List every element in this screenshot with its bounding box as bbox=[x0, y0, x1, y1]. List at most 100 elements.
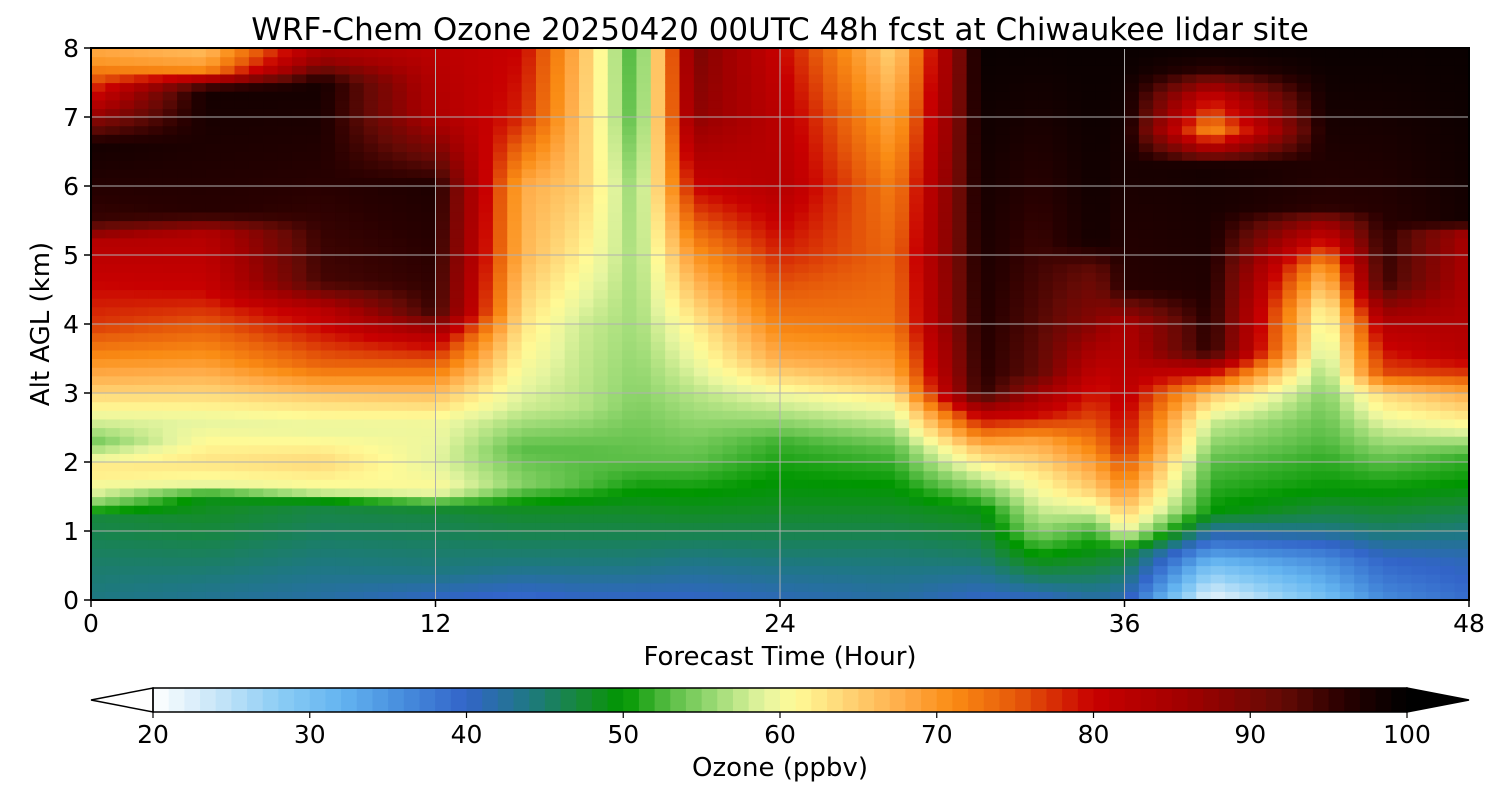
heatmap-cell bbox=[277, 401, 293, 411]
heatmap-cell bbox=[263, 574, 279, 584]
heatmap-cell bbox=[535, 531, 551, 541]
heatmap-cell bbox=[435, 160, 451, 170]
heatmap-cell bbox=[550, 367, 566, 377]
heatmap-cell bbox=[693, 531, 709, 541]
heatmap-cell bbox=[650, 358, 666, 368]
heatmap-cell bbox=[937, 108, 953, 118]
heatmap-cell bbox=[134, 453, 150, 463]
heatmap-cell bbox=[564, 582, 580, 592]
heatmap-cell bbox=[937, 548, 953, 558]
heatmap-cell bbox=[1153, 531, 1169, 541]
heatmap-cell bbox=[550, 496, 566, 506]
heatmap-cell bbox=[952, 315, 968, 325]
heatmap-cell bbox=[406, 513, 422, 523]
heatmap-cell bbox=[1009, 73, 1025, 84]
heatmap-cell bbox=[937, 332, 953, 342]
heatmap-cell bbox=[1153, 125, 1169, 135]
heatmap-cell bbox=[751, 117, 767, 127]
heatmap-cell bbox=[736, 99, 752, 109]
heatmap-cell bbox=[263, 142, 279, 153]
heatmap-cell bbox=[622, 73, 638, 84]
heatmap-cell bbox=[1124, 263, 1140, 273]
heatmap-cell bbox=[277, 48, 293, 58]
heatmap-cell bbox=[1124, 496, 1140, 506]
heatmap-cell bbox=[564, 591, 580, 600]
heatmap-cell bbox=[679, 401, 695, 411]
heatmap-cell bbox=[952, 410, 968, 420]
heatmap-cell bbox=[492, 48, 508, 58]
heatmap-cell bbox=[650, 117, 666, 127]
heatmap-cell bbox=[966, 134, 982, 144]
heatmap-cell bbox=[1081, 410, 1097, 420]
heatmap-cell bbox=[837, 56, 853, 66]
heatmap-cell bbox=[1124, 237, 1140, 247]
heatmap-cell bbox=[851, 315, 867, 325]
heatmap-cell bbox=[1196, 56, 1212, 66]
heatmap-cell bbox=[464, 418, 480, 429]
heatmap-cell bbox=[1095, 73, 1111, 84]
heatmap-cell bbox=[435, 496, 451, 506]
heatmap-cell bbox=[765, 134, 781, 144]
heatmap-cell bbox=[91, 531, 106, 541]
heatmap-cell bbox=[808, 505, 824, 515]
heatmap-cell bbox=[507, 56, 523, 66]
heatmap-cell bbox=[593, 117, 609, 127]
heatmap-cell bbox=[607, 211, 623, 222]
heatmap-cell bbox=[1196, 298, 1212, 308]
heatmap-cell bbox=[622, 487, 638, 498]
heatmap-cell bbox=[234, 134, 250, 144]
heatmap-cell bbox=[535, 548, 551, 558]
heatmap-cell bbox=[1181, 151, 1197, 161]
heatmap-cell bbox=[952, 393, 968, 403]
heatmap-cell bbox=[550, 73, 566, 84]
heatmap-cell bbox=[607, 582, 623, 592]
heatmap-cell bbox=[1052, 401, 1068, 411]
heatmap-cell bbox=[162, 505, 178, 515]
heatmap-cell bbox=[378, 332, 394, 342]
heatmap-cell bbox=[435, 134, 451, 144]
heatmap-cell bbox=[765, 522, 781, 532]
heatmap-cell bbox=[1067, 393, 1083, 403]
heatmap-cell bbox=[708, 82, 724, 92]
heatmap-cell bbox=[1110, 367, 1126, 377]
heatmap-cell bbox=[866, 108, 882, 118]
heatmap-cell bbox=[1038, 56, 1054, 66]
heatmap-cell bbox=[722, 591, 738, 600]
heatmap-cell bbox=[579, 306, 594, 316]
heatmap-cell bbox=[177, 151, 193, 161]
heatmap-cell bbox=[535, 470, 551, 480]
heatmap-cell bbox=[406, 315, 422, 325]
heatmap-cell bbox=[1138, 48, 1154, 58]
heatmap-cell bbox=[679, 427, 695, 437]
heatmap-cell bbox=[1124, 453, 1140, 463]
heatmap-cell bbox=[306, 410, 322, 420]
heatmap-cell bbox=[1138, 453, 1154, 463]
heatmap-cell bbox=[937, 125, 953, 135]
heatmap-cell bbox=[205, 108, 221, 118]
heatmap-cell bbox=[866, 65, 882, 75]
heatmap-cell bbox=[320, 427, 336, 437]
heatmap-cell bbox=[952, 539, 968, 549]
heatmap-cell bbox=[1138, 151, 1154, 161]
heatmap-cell bbox=[1009, 436, 1025, 446]
heatmap-cell bbox=[1009, 280, 1025, 291]
heatmap-cell bbox=[1110, 556, 1126, 567]
heatmap-cell bbox=[980, 548, 996, 558]
heatmap-cell bbox=[1067, 255, 1083, 265]
heatmap-cell bbox=[1124, 479, 1140, 489]
heatmap-cell bbox=[162, 194, 178, 204]
heatmap-cell bbox=[449, 211, 465, 222]
heatmap-cell bbox=[248, 203, 264, 213]
heatmap-cell bbox=[363, 255, 379, 265]
heatmap-cell bbox=[1167, 272, 1183, 282]
heatmap-cell bbox=[435, 349, 451, 360]
heatmap-cell bbox=[91, 505, 106, 515]
heatmap-cell bbox=[780, 513, 795, 523]
heatmap-cell bbox=[134, 505, 150, 515]
heatmap-cell bbox=[980, 332, 996, 342]
heatmap-cell bbox=[291, 99, 307, 109]
heatmap-cell bbox=[478, 591, 494, 600]
heatmap-cell bbox=[679, 384, 695, 394]
heatmap-cell bbox=[162, 255, 178, 265]
heatmap-cell bbox=[91, 324, 106, 334]
